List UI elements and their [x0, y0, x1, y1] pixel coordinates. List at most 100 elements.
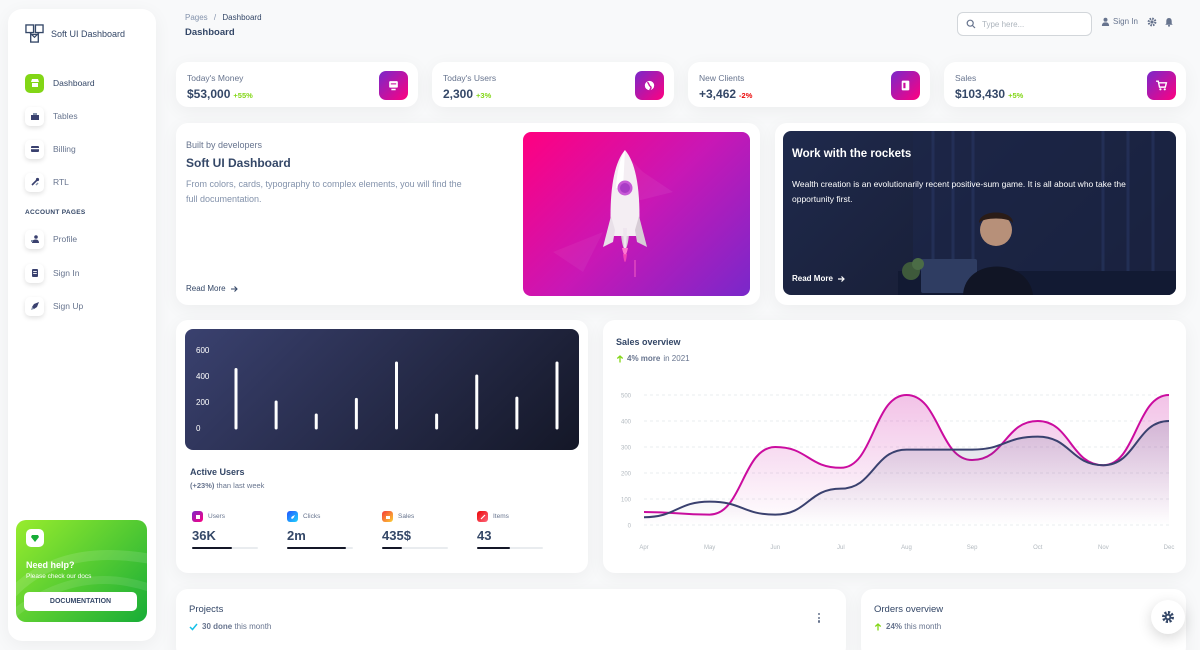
- library-icon: [192, 511, 203, 522]
- stat-change: +3%: [476, 91, 492, 100]
- x-tick-label: Apr: [639, 545, 648, 551]
- sidebar-item-sign-up[interactable]: Sign Up: [25, 296, 83, 316]
- bar-chart: 0 200 400 600: [196, 346, 559, 433]
- metric-label: Sales: [398, 513, 415, 520]
- sidebar-item-rtl[interactable]: RTL: [25, 172, 69, 192]
- gear-icon[interactable]: [1147, 17, 1157, 27]
- orders-title: Orders overview: [874, 604, 944, 615]
- orders-card: Orders overview 24% this month: [861, 589, 1186, 650]
- search-input[interactable]: [982, 19, 1082, 29]
- diamond-icon: [26, 529, 44, 547]
- x-tick-label: May: [704, 545, 715, 551]
- projects-done: 30 done: [202, 622, 233, 631]
- sidebar-item-profile[interactable]: Profile: [25, 229, 77, 249]
- document-icon: [25, 263, 44, 283]
- sign-in-link[interactable]: Sign In: [1101, 17, 1138, 26]
- brand-name: Soft UI Dashboard: [51, 28, 126, 39]
- stat-value: $103,430 +5%: [955, 87, 1024, 101]
- arrow-up-icon: [616, 354, 624, 362]
- sales-overview-highlight: 4% more: [627, 354, 661, 363]
- metric-progress: [477, 547, 543, 549]
- brand[interactable]: Soft UI Dashboard: [25, 24, 125, 43]
- sidebar-item-tables[interactable]: Tables: [25, 106, 78, 126]
- sales-overview-subtitle: 4% more in 2021: [616, 354, 690, 363]
- arrow-up-icon: [874, 622, 882, 630]
- customer-support-icon: [25, 229, 44, 249]
- search-icon: [966, 19, 976, 29]
- metric-progress: [287, 547, 353, 549]
- cart-icon: [1147, 71, 1176, 100]
- orders-subtitle-rest: this month: [902, 622, 942, 631]
- series-line[interactable]: [643, 393, 1170, 516]
- stat-card-users: Today's Users 2,300 +3%: [432, 62, 674, 107]
- paper-icon: [891, 71, 920, 100]
- breadcrumb-separator: /: [213, 13, 217, 22]
- search-box[interactable]: [957, 12, 1092, 36]
- sidebar-item-sign-in[interactable]: Sign In: [25, 263, 79, 283]
- active-users-change: (+23%): [190, 481, 215, 490]
- settings-icon: [477, 511, 488, 522]
- rocket-icon: [287, 511, 298, 522]
- sidebar-item-label: Profile: [53, 234, 78, 244]
- rocket-icon: [553, 150, 673, 277]
- y-tick-label: 600: [196, 346, 210, 355]
- stat-label: Sales: [955, 73, 977, 83]
- projects-subtitle: 30 done this month: [189, 622, 271, 631]
- sidebar-item-label: Tables: [53, 111, 78, 121]
- y-tick-label: 0: [196, 424, 201, 433]
- x-tick-label: Oct: [1033, 545, 1043, 551]
- builder-title: Soft UI Dashboard: [186, 156, 291, 170]
- sign-in-label: Sign In: [1113, 17, 1138, 26]
- metric-label: Clicks: [303, 513, 321, 520]
- metric-progress-fill: [287, 547, 347, 549]
- settings-fab[interactable]: [1151, 600, 1185, 634]
- metric-value: 43: [477, 528, 492, 543]
- stat-label: Today's Users: [443, 73, 497, 83]
- metric-value: 435$: [382, 528, 411, 543]
- breadcrumb-root[interactable]: Pages: [185, 13, 208, 22]
- y-tick-label: 400: [196, 372, 210, 381]
- sidebar-item-label: Sign In: [53, 268, 80, 278]
- section-label: ACCOUNT PAGES: [25, 209, 86, 216]
- projects-title: Projects: [189, 604, 224, 615]
- rockets-card: Work with the rockets Wealth creation is…: [775, 123, 1186, 305]
- read-more-label: Read More: [186, 284, 226, 293]
- office-icon: [25, 106, 44, 126]
- breadcrumb-current: Dashboard: [222, 13, 262, 22]
- metric-users: Users 36K: [192, 511, 262, 549]
- series-line[interactable]: [643, 420, 1170, 519]
- read-more-link[interactable]: Read More: [792, 274, 845, 283]
- read-more-link[interactable]: Read More: [186, 284, 238, 293]
- brand-logo-icon: [25, 24, 44, 43]
- user-icon: [1101, 17, 1110, 26]
- y-tick-label: 0: [628, 524, 632, 530]
- metric-label: Items: [493, 513, 509, 520]
- more-options-icon[interactable]: [817, 613, 820, 623]
- sidebar-item-label: Dashboard: [53, 78, 95, 88]
- sidebar-item-billing[interactable]: Billing: [25, 139, 76, 159]
- help-card: Need help? Please check our docs DOCUMEN…: [16, 520, 147, 622]
- documentation-button[interactable]: DOCUMENTATION: [24, 592, 137, 611]
- stat-label: New Clients: [699, 73, 745, 83]
- bell-icon[interactable]: [1164, 17, 1174, 27]
- active-users-chart: 0 200 400 600: [185, 329, 579, 450]
- world-icon: [635, 71, 664, 100]
- shop-icon: [25, 73, 44, 93]
- help-subtitle: Please check our docs: [26, 573, 92, 580]
- y-tick-label: 200: [196, 398, 210, 407]
- sidebar-item-dashboard[interactable]: Dashboard: [25, 73, 95, 93]
- settings-icon: [25, 172, 44, 192]
- builder-subtitle: Built by developers: [186, 140, 263, 150]
- stat-card-sales: Sales $103,430 +5%: [944, 62, 1186, 107]
- stat-card-money: Today's Money $53,000 +55%: [176, 62, 418, 107]
- sales-overview-subtitle-rest: in 2021: [663, 354, 690, 363]
- read-more-label: Read More: [792, 274, 833, 283]
- sales-overview-title: Sales overview: [616, 337, 681, 347]
- sidebar-item-label: RTL: [53, 177, 69, 187]
- metric-label: Users: [208, 513, 225, 520]
- metric-value: 36K: [192, 528, 216, 543]
- projects-subtitle-rest: this month: [232, 622, 272, 631]
- orders-subtitle: 24% this month: [874, 622, 941, 631]
- active-users-card: 0 200 400 600 Active Users (+23%) than last…: [176, 320, 588, 573]
- x-tick-label: Aug: [901, 545, 912, 551]
